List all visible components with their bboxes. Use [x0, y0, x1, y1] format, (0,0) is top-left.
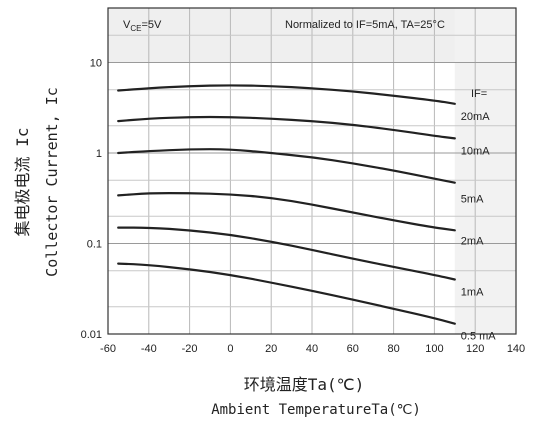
series-label: 20mA	[461, 111, 490, 123]
y-axis-title-cn: 集电极电流 Ic	[13, 128, 32, 237]
x-tick-label: 80	[387, 343, 399, 355]
series-line-10mA	[117, 115, 456, 140]
if-header-label: IF=	[471, 88, 487, 100]
vce-sub: CE	[130, 24, 141, 33]
vce-rest: =5V	[141, 19, 162, 31]
series-label: 10mA	[461, 145, 490, 157]
x-tick-label: -20	[182, 343, 198, 355]
x-tick-label: 40	[306, 343, 318, 355]
series-line-2mA	[117, 191, 456, 232]
series-label: 5mA	[461, 194, 484, 206]
y-tick-label: 1	[96, 148, 102, 160]
x-tick-label: -60	[100, 343, 116, 355]
vce-annotation: VCE=5V	[123, 19, 162, 33]
series-label: 2mA	[461, 235, 484, 247]
normalized-annotation: Normalized to IF=5mA, TA=25°C	[285, 19, 445, 31]
y-tick-label: 0.1	[87, 238, 102, 250]
y-tick-label: 0.01	[81, 329, 102, 341]
x-axis-title-cn: 环境温度Ta(℃)	[244, 375, 365, 394]
x-tick-label: 0	[227, 343, 233, 355]
series-line-0.5mA	[117, 262, 456, 325]
plot-frame	[107, 7, 517, 335]
x-tick-label: 60	[347, 343, 359, 355]
series-label: 1mA	[461, 287, 484, 299]
series-line-1mA	[117, 226, 456, 281]
x-axis-title-en: Ambient TemperatureTa(℃)	[211, 402, 421, 418]
plot-right-band	[454, 8, 516, 334]
x-tick-label: 140	[507, 343, 525, 355]
x-tick-label: 120	[466, 343, 484, 355]
x-tick-label: 20	[265, 343, 277, 355]
series-line-20mA	[117, 84, 456, 105]
y-tick-label: 10	[90, 57, 102, 69]
y-axis-title-en: Collector Current, Ic	[43, 87, 61, 277]
x-tick-label: -40	[141, 343, 157, 355]
series-label: 0.5 mA	[461, 331, 497, 343]
vce-v: V	[123, 19, 131, 31]
series-line-5mA	[117, 148, 456, 184]
x-tick-label: 100	[425, 343, 443, 355]
